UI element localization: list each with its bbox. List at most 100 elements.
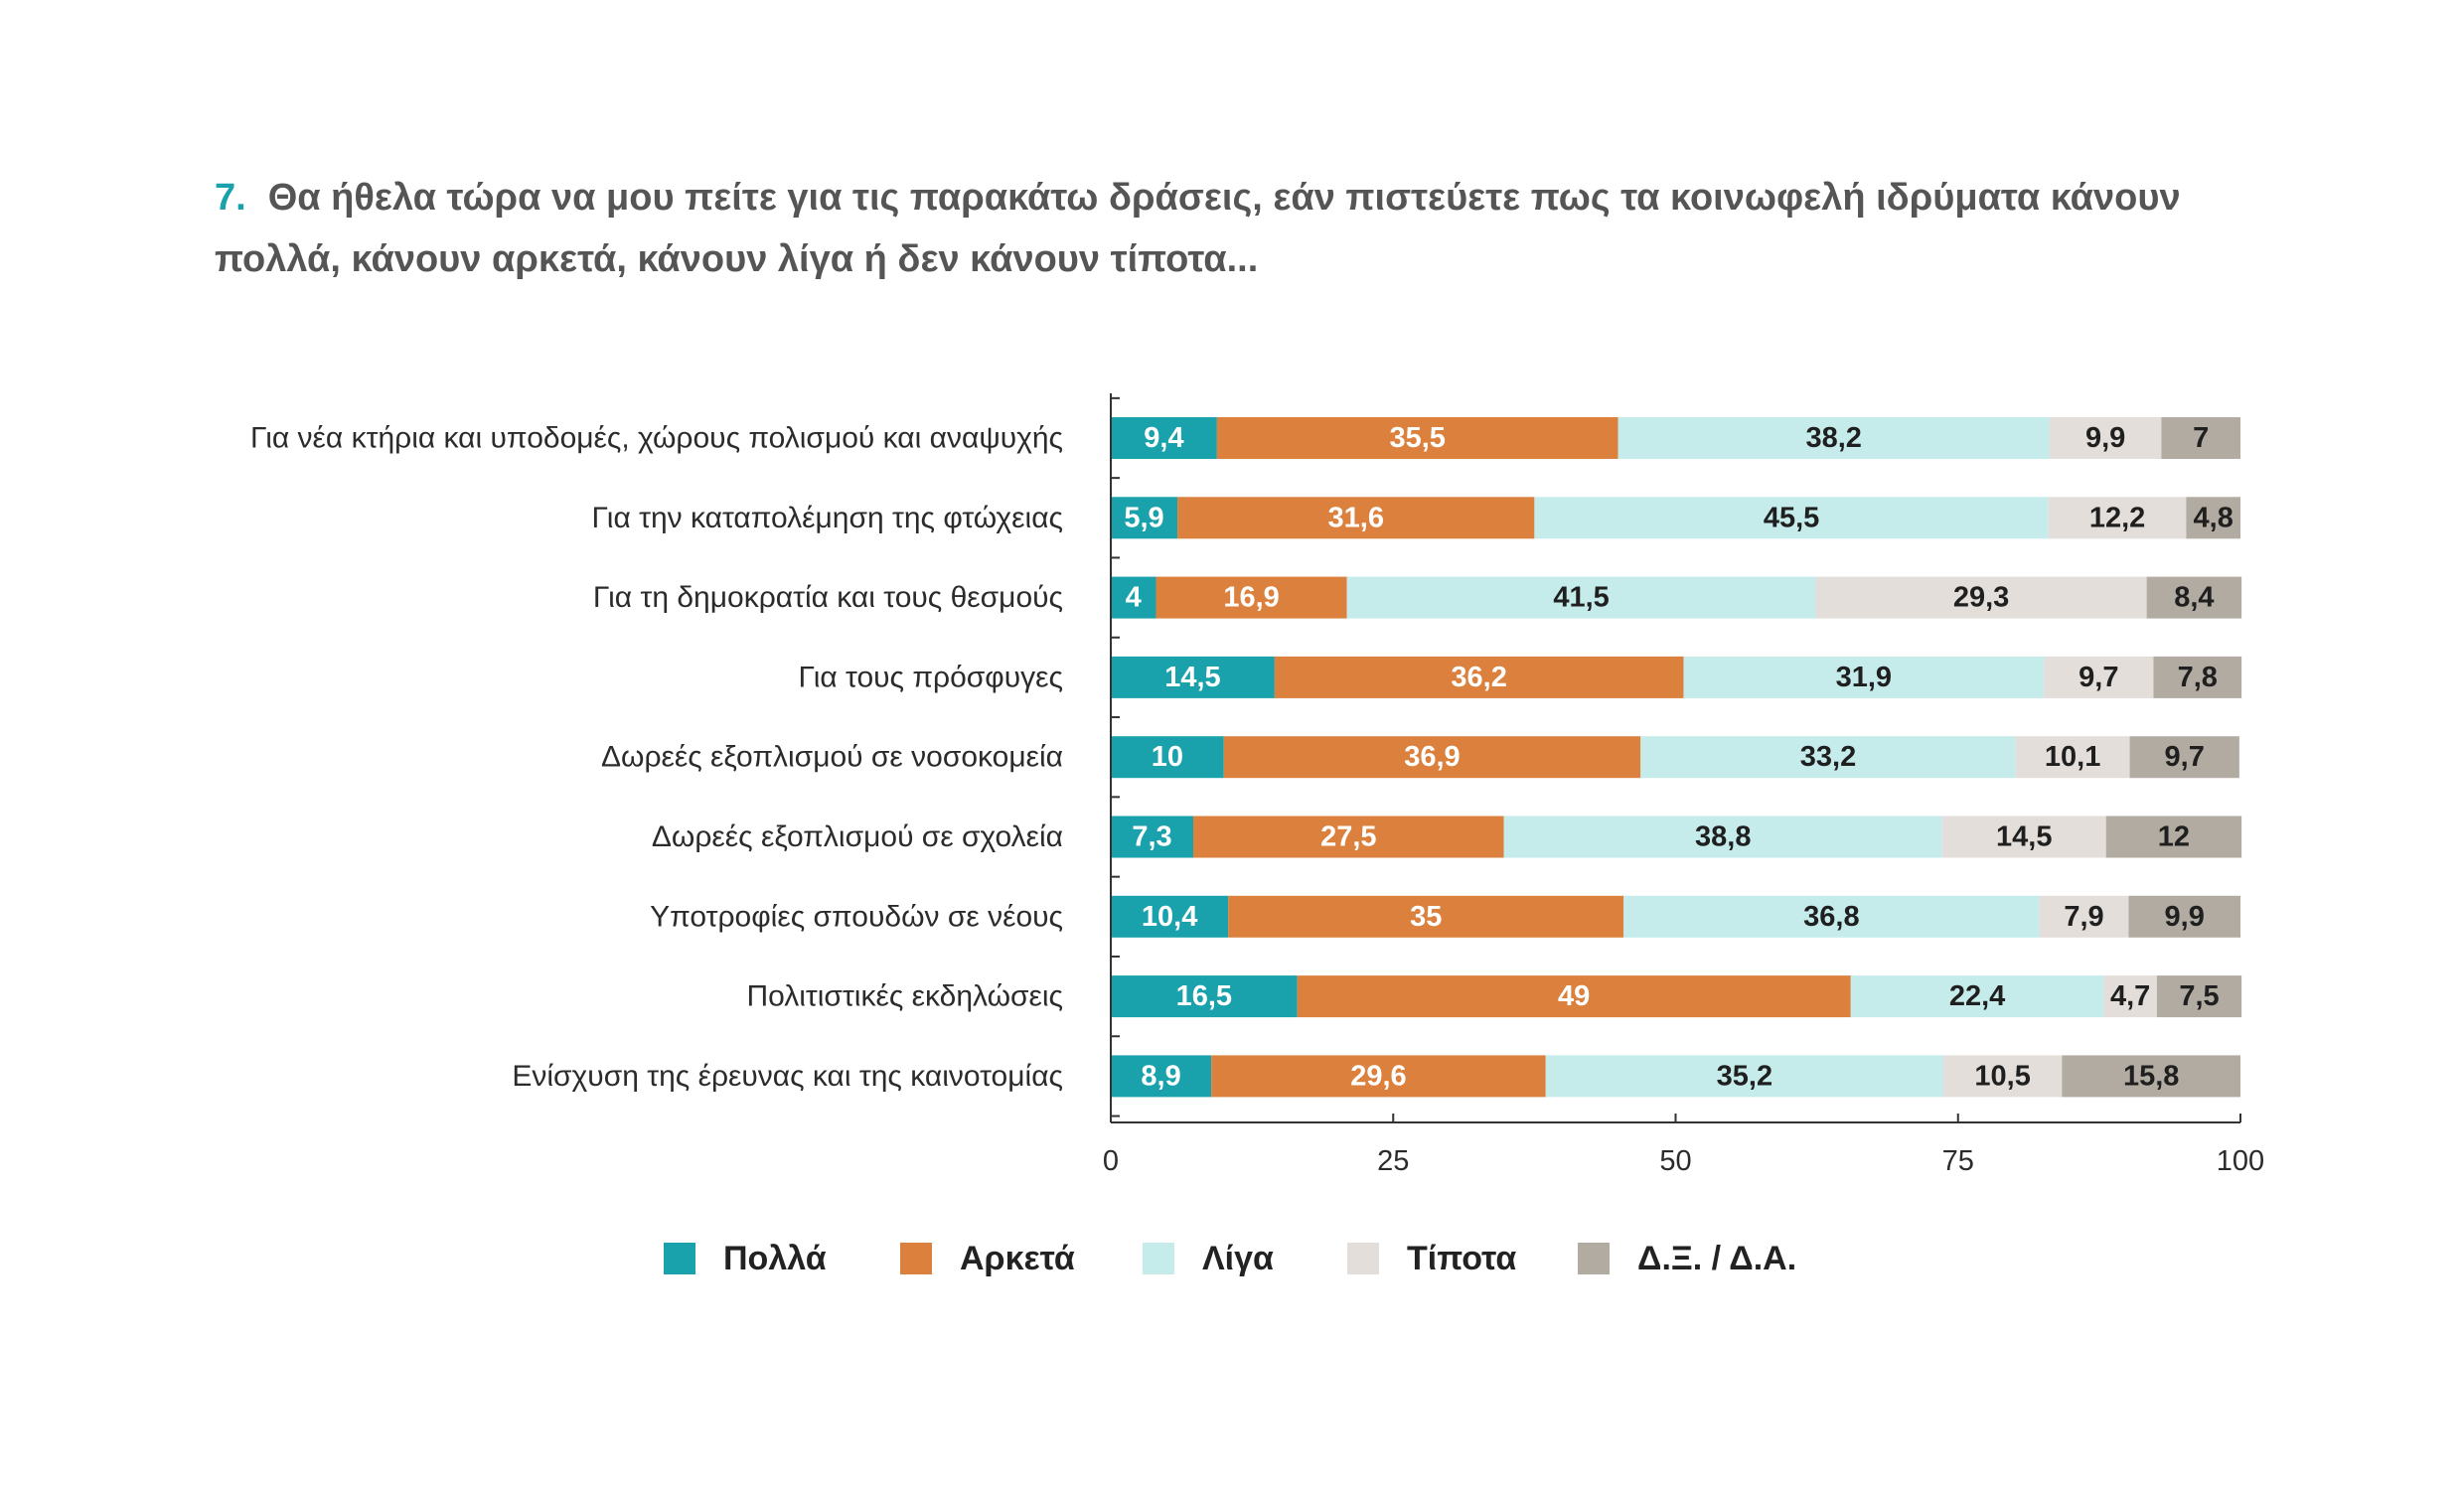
legend-label: Αρκετά <box>960 1240 1075 1277</box>
data-label: 36,9 <box>1404 741 1460 773</box>
x-tick-label: 25 <box>1377 1145 1409 1177</box>
data-label: 16,9 <box>1223 582 1279 614</box>
legend-label: Τίποτα <box>1407 1240 1516 1277</box>
bar-segment <box>1623 895 2040 938</box>
data-label: 35 <box>1410 901 1442 933</box>
bar-segment <box>1534 497 2049 539</box>
data-label: 10,5 <box>1974 1060 2030 1092</box>
bar-segment <box>2128 895 2240 938</box>
chart-title: 7. Θα ήθελα τώρα να μου πείτε για τις παρ… <box>215 167 2301 290</box>
data-label: 36,8 <box>1803 901 1859 933</box>
bar-segment <box>2161 417 2240 459</box>
bar-segment <box>1111 497 1178 539</box>
bar-segment <box>1193 816 1504 858</box>
data-label: 14,5 <box>1996 821 2052 853</box>
bar-segment <box>1228 895 1624 938</box>
category-label: Δωρεές εξοπλισμού σε σχολεία <box>652 820 1063 853</box>
data-label: 10,1 <box>2045 741 2100 773</box>
data-label: 9,4 <box>1144 422 1183 454</box>
data-label: 45,5 <box>1764 502 1819 533</box>
data-label: 35,2 <box>1717 1060 1772 1092</box>
data-label: 38,8 <box>1695 821 1751 853</box>
x-tick-label: 50 <box>1659 1145 1691 1177</box>
bar-segment <box>1111 417 1217 459</box>
bar-segment <box>1211 1055 1546 1098</box>
data-label: 7,8 <box>2178 662 2218 693</box>
question-text: Θα ήθελα τώρα να μου πείτε για τις παρακ… <box>215 177 2181 280</box>
bar-segment <box>1111 816 1194 858</box>
legend-label: Δ.Ξ. / Δ.Α. <box>1637 1240 1796 1277</box>
bar-segment <box>2156 975 2242 1018</box>
bar-segment <box>1617 417 2050 459</box>
category-label: Για την καταπολέμηση της φτώχειας <box>592 502 1063 534</box>
data-label: 4,8 <box>2194 502 2233 533</box>
category-label: Υποτροφίες σπουδών σε νέους <box>650 900 1063 933</box>
data-label: 31,6 <box>1328 502 1384 533</box>
data-label: 10,4 <box>1142 901 1197 933</box>
legend-swatch <box>664 1243 695 1274</box>
x-tick-label: 75 <box>1942 1145 1974 1177</box>
bar-segment <box>1942 1055 2063 1098</box>
bar-segment <box>1111 895 1229 938</box>
legend-label: Λίγα <box>1202 1240 1274 1277</box>
bar-segment <box>1941 816 2106 858</box>
bar-segment <box>2105 816 2242 858</box>
bar-segment <box>1683 656 2045 698</box>
data-label: 49 <box>1558 980 1590 1012</box>
data-label: 8,9 <box>1141 1060 1180 1092</box>
category-label: Δωρεές εξοπλισμού σε νοσοκομεία <box>601 741 1063 774</box>
data-label: 27,5 <box>1320 821 1376 853</box>
bar-segment <box>2153 656 2242 698</box>
data-label: 10 <box>1152 741 1183 773</box>
bar-segment <box>2146 576 2242 619</box>
data-label: 41,5 <box>1553 582 1609 614</box>
bar-segment <box>1640 736 2016 779</box>
data-label: 22,4 <box>1949 980 2005 1012</box>
category-label: Για τη δημοκρατία και τους θεσμούς <box>593 581 1063 614</box>
category-label: Για τους πρόσφυγες <box>798 661 1063 693</box>
bar-segment <box>1111 1055 1212 1098</box>
bar-segment <box>1177 497 1535 539</box>
data-label: 7 <box>2193 422 2209 454</box>
bar-segment <box>2103 975 2157 1018</box>
bar-segment <box>2039 895 2129 938</box>
data-label: 7,5 <box>2179 980 2219 1012</box>
bar-segment <box>2186 497 2240 539</box>
bar-segment <box>1223 736 1641 779</box>
legend-swatch <box>900 1243 932 1274</box>
data-label: 14,5 <box>1164 662 1220 693</box>
data-label: 7,3 <box>1132 821 1171 853</box>
data-label: 35,5 <box>1389 422 1445 454</box>
bar-segment <box>1503 816 1942 858</box>
data-label: 29,3 <box>1953 582 2009 614</box>
bar-segment <box>1815 576 2147 619</box>
question-number: 7. <box>215 177 246 219</box>
data-label: 9,9 <box>2085 422 2125 454</box>
bar-segment <box>2129 736 2239 779</box>
category-label: Πολιτιστικές εκδηλώσεις <box>746 980 1063 1013</box>
category-label: Ενίσχυση της έρευνας και της καινοτομίας <box>512 1060 1063 1093</box>
bar-segment <box>2015 736 2130 779</box>
bar-segment <box>1297 975 1851 1018</box>
data-label: 9,7 <box>2079 662 2118 693</box>
bar-segment <box>1111 975 1298 1018</box>
data-label: 4 <box>1126 582 1142 614</box>
legend-swatch <box>1143 1243 1174 1274</box>
legend-label: Πολλά <box>723 1240 827 1277</box>
bar-segment <box>1111 576 1156 619</box>
x-tick-label: 0 <box>1103 1145 1119 1177</box>
x-tick-label: 100 <box>2217 1145 2264 1177</box>
bar-segment <box>1346 576 1816 619</box>
data-label: 31,9 <box>1836 662 1892 693</box>
bar-segment <box>2062 1055 2240 1098</box>
bar-segment <box>1155 576 1347 619</box>
legend-swatch <box>1578 1243 1610 1274</box>
data-label: 16,5 <box>1176 980 1232 1012</box>
data-label: 12 <box>2158 821 2190 853</box>
data-label: 36,2 <box>1451 662 1506 693</box>
data-label: 33,2 <box>1800 741 1856 773</box>
bar-segment <box>1850 975 2104 1018</box>
bar-segment <box>1111 656 1275 698</box>
data-label: 8,4 <box>2174 582 2214 614</box>
